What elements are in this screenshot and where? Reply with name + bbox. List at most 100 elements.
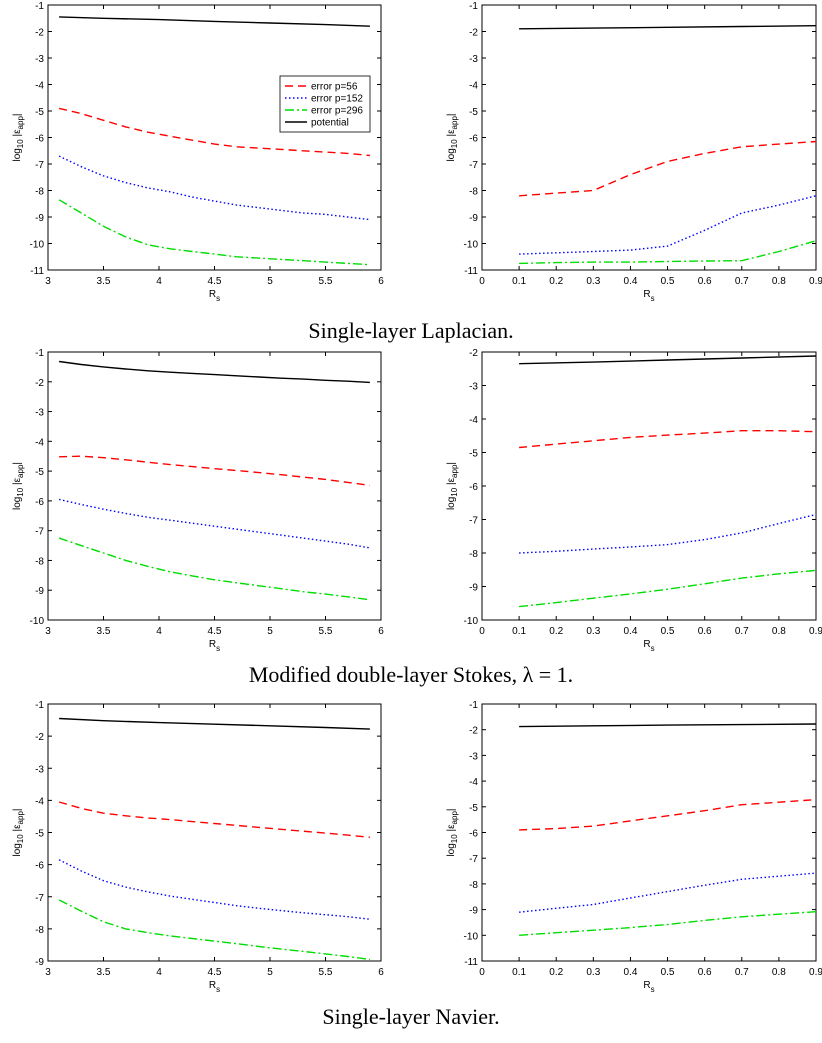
- y-tick-label: -4: [469, 777, 478, 788]
- y-tick-label: -2: [469, 726, 478, 737]
- series-line-error-p-296: [58, 537, 370, 601]
- chart-5: 3 3.5 4 4.5 5 5.5 6 -9 -8 -7 -6 -5 -4 -3 -2 -1 Rs log10 |…: [12, 700, 384, 994]
- y-tick-label: -3: [35, 408, 44, 419]
- series-line-error-p-152: [519, 513, 817, 554]
- y-tick-label: -5: [469, 803, 478, 814]
- x-tick-label: 4.5: [208, 626, 222, 637]
- legend-label: error p=56: [311, 82, 358, 93]
- x-axis-label: Rs: [643, 980, 654, 994]
- legend-label: error p=152: [311, 94, 363, 105]
- x-tick-label: 4.5: [208, 967, 222, 978]
- series-line-potential: [519, 723, 817, 728]
- y-tick-label: -6: [469, 482, 478, 493]
- y-tick-label: -3: [35, 54, 44, 65]
- chart-3: 3 3.5 4 4.5 5 5.5 6 -10 -9 -8 -7 -6 -5 -4 -3 -2 -1 Rs log1…: [12, 348, 384, 653]
- x-tick-label: 0.2: [549, 967, 563, 978]
- series-line-error-p-56: [59, 455, 370, 487]
- x-tick-label: 3: [45, 276, 51, 287]
- x-tick-label: 0: [479, 276, 485, 287]
- x-tick-label: 5.5: [319, 967, 333, 978]
- y-tick-label: -10: [464, 616, 479, 627]
- x-tick-label: 0.4: [623, 967, 637, 978]
- y-tick-label: -5: [35, 829, 44, 840]
- x-tick-label: 5: [267, 626, 273, 637]
- plot-frame: [47, 703, 382, 962]
- y-tick-label: -4: [35, 81, 44, 92]
- caption-single-layer-laplacian: Single-layer Laplacian.: [308, 318, 514, 343]
- y-tick-label: -8: [35, 556, 44, 567]
- x-tick-label: 0.1: [512, 276, 526, 287]
- y-axis-label: log10 |εapp|: [446, 808, 459, 856]
- x-tick-label: 3: [45, 626, 51, 637]
- series-line-potential: [59, 717, 370, 730]
- series-line-error-p-56: [519, 798, 817, 831]
- y-tick-label: -4: [35, 796, 44, 807]
- y-tick-label: -10: [464, 931, 479, 942]
- x-tick-label: 0.5: [661, 276, 675, 287]
- x-axis-label: Rs: [643, 639, 654, 653]
- y-tick-label: -4: [469, 81, 478, 92]
- x-tick-label: 0.9: [809, 276, 822, 287]
- y-tick-label: -11: [464, 266, 478, 277]
- legend-label: potential: [311, 118, 349, 129]
- y-tick-label: -5: [469, 449, 478, 460]
- y-tick-label: -4: [35, 437, 44, 448]
- y-tick-label: -4: [469, 415, 478, 426]
- series-line-error-p-152: [58, 859, 370, 920]
- x-tick-label: 5: [267, 276, 273, 287]
- x-tick-label: 4: [156, 967, 162, 978]
- caption-single-layer-navier: Single-layer Navier.: [322, 1004, 500, 1029]
- y-tick-label: -3: [469, 382, 478, 393]
- x-tick-label: 0.7: [735, 276, 749, 287]
- y-tick-label: -1: [35, 1, 44, 12]
- x-axis-label: Rs: [209, 639, 220, 653]
- y-tick-label: -3: [469, 54, 478, 65]
- x-axis-label: Rs: [209, 980, 220, 994]
- x-tick-label: 0.7: [735, 967, 749, 978]
- x-tick-label: 0.1: [512, 626, 526, 637]
- y-tick-label: -7: [35, 160, 44, 171]
- x-tick-label: 0.8: [772, 626, 786, 637]
- y-tick-label: -10: [30, 240, 45, 251]
- x-tick-label: 0.2: [549, 626, 563, 637]
- y-tick-label: -1: [35, 700, 44, 711]
- series-line-potential: [59, 360, 370, 384]
- y-tick-label: -9: [469, 213, 478, 224]
- x-tick-label: 4.5: [208, 276, 222, 287]
- y-tick-label: -6: [35, 861, 44, 872]
- series-line-error-p-296: [519, 240, 817, 265]
- y-tick-label: -8: [469, 880, 478, 891]
- y-tick-label: -7: [35, 893, 44, 904]
- y-axis-label: log10 |εapp|: [446, 462, 459, 510]
- x-tick-label: 5.5: [319, 276, 333, 287]
- y-axis-label: log10 |εapp|: [12, 113, 25, 161]
- y-tick-label: -9: [469, 583, 478, 594]
- y-tick-label: -2: [469, 348, 478, 359]
- y-tick-label: -2: [35, 28, 44, 39]
- series-line-error-p-56: [519, 430, 817, 449]
- y-tick-label: -6: [35, 497, 44, 508]
- x-tick-label: 6: [378, 276, 384, 287]
- chart-2: 0 0.1 0.2 0.3 0.4 0.5 0.6 0.7 0.8 0.9 -11 -10 -9 -8 -7…: [446, 1, 822, 303]
- y-tick-label: -7: [469, 160, 478, 171]
- series-line-error-p-296: [519, 911, 817, 936]
- series-line-error-p-296: [58, 199, 370, 266]
- y-tick-label: -2: [35, 732, 44, 743]
- chart-1: 3 3.5 4 4.5 5 5.5 6 -11 -10 -9 -8 -7 -6 -5 -4 -3 -2 -1 Rs l…: [12, 1, 384, 303]
- series-line-potential: [59, 16, 370, 27]
- x-tick-label: 0.3: [586, 967, 600, 978]
- y-axis-label: log10 |εapp|: [12, 808, 25, 856]
- series-line-potential: [519, 25, 817, 30]
- plot-frame: [481, 703, 817, 962]
- x-tick-label: 0: [479, 967, 485, 978]
- y-tick-label: -7: [469, 516, 478, 527]
- y-tick-label: -9: [35, 586, 44, 597]
- x-tick-label: 0.6: [698, 626, 712, 637]
- y-tick-label: -5: [35, 467, 44, 478]
- y-tick-label: -6: [469, 829, 478, 840]
- plot-frame: [481, 4, 817, 271]
- x-tick-label: 0.9: [809, 626, 822, 637]
- x-tick-label: 0.1: [512, 967, 526, 978]
